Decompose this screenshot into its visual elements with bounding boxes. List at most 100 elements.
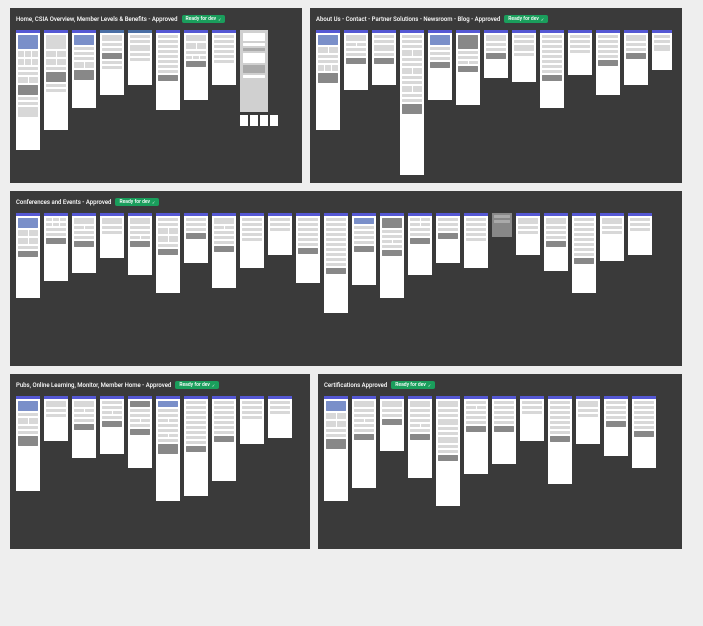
frame-label	[72, 110, 96, 116]
section-title: About Us - Contact - Partner Solutions -…	[316, 16, 500, 23]
page-frame[interactable]	[492, 213, 512, 237]
page-frame[interactable]	[544, 213, 568, 271]
page-frame[interactable]	[44, 30, 68, 130]
page-frame[interactable]	[604, 396, 628, 456]
page-frame[interactable]	[548, 396, 572, 484]
section-pubs[interactable]: Pubs, Online Learning, Monitor, Member H…	[10, 374, 310, 549]
page-frame[interactable]	[184, 30, 208, 100]
page-frame[interactable]	[352, 396, 376, 488]
design-canvas[interactable]: Home, CSIA Overview, Member Levels & Ben…	[0, 0, 703, 557]
page-frame[interactable]	[572, 213, 596, 293]
page-frame[interactable]	[568, 30, 592, 75]
page-frame[interactable]	[576, 396, 600, 444]
page-frame[interactable]	[624, 30, 648, 85]
section-header: Home, CSIA Overview, Member Levels & Ben…	[16, 14, 296, 24]
status-badge-ready[interactable]: Ready for dev	[182, 15, 226, 23]
section-conferences[interactable]: Conferences and Events - Approved Ready …	[10, 191, 682, 366]
page-frame[interactable]	[240, 213, 264, 268]
thumbnail[interactable]	[270, 115, 278, 126]
page-frame[interactable]	[100, 396, 124, 454]
page-frame[interactable]	[484, 30, 508, 78]
page-frame[interactable]	[520, 396, 544, 441]
status-badge-ready[interactable]: Ready for dev	[391, 381, 435, 389]
status-badge-ready[interactable]: Ready for dev	[175, 381, 219, 389]
page-frame[interactable]	[456, 30, 480, 105]
page-frame[interactable]	[652, 30, 672, 70]
status-badge-ready[interactable]: Ready for dev	[504, 15, 548, 23]
page-frame[interactable]	[296, 213, 320, 283]
page-frame[interactable]	[380, 213, 404, 298]
section-title: Pubs, Online Learning, Monitor, Member H…	[16, 382, 171, 389]
section-about[interactable]: About Us - Contact - Partner Solutions -…	[310, 8, 682, 183]
page-frame[interactable]	[100, 30, 124, 95]
page-frame[interactable]	[464, 213, 488, 268]
frames-row	[16, 213, 676, 313]
page-frame[interactable]	[428, 30, 452, 100]
page-frame[interactable]	[352, 213, 376, 285]
page-frame[interactable]	[316, 30, 340, 130]
page-frame[interactable]	[632, 396, 656, 468]
page-frame[interactable]	[324, 396, 348, 501]
page-frame[interactable]	[344, 30, 368, 90]
status-badge-ready[interactable]: Ready for dev	[115, 198, 159, 206]
page-frame[interactable]	[372, 30, 396, 85]
page-frame[interactable]	[268, 213, 292, 255]
thumbnail[interactable]	[260, 115, 268, 126]
page-frame[interactable]	[100, 213, 124, 258]
page-frame[interactable]	[184, 396, 208, 496]
page-frame[interactable]	[516, 213, 540, 255]
page-frame[interactable]	[72, 30, 96, 108]
thumbnail[interactable]	[240, 115, 248, 126]
page-frame[interactable]	[408, 396, 432, 478]
thumbnail[interactable]	[250, 115, 258, 126]
page-frame[interactable]	[184, 213, 208, 263]
page-frame[interactable]	[44, 396, 68, 441]
page-frame[interactable]	[156, 396, 180, 501]
page-frame[interactable]	[400, 30, 424, 175]
page-frame[interactable]	[596, 30, 620, 95]
section-title: Home, CSIA Overview, Member Levels & Ben…	[16, 16, 178, 23]
page-frame[interactable]	[540, 30, 564, 108]
frame-label	[316, 132, 340, 138]
page-frame[interactable]	[128, 213, 152, 275]
thumbnail-row	[240, 115, 278, 126]
page-frame[interactable]	[72, 396, 96, 458]
frame-label	[100, 97, 124, 103]
page-frame[interactable]	[268, 396, 292, 438]
page-frame[interactable]	[436, 213, 460, 263]
page-frame[interactable]	[212, 213, 236, 288]
frame-label	[16, 300, 40, 306]
page-frame[interactable]	[464, 396, 488, 474]
page-frame[interactable]	[212, 30, 236, 85]
page-frame[interactable]	[380, 396, 404, 451]
page-frame[interactable]	[44, 213, 68, 281]
section-home[interactable]: Home, CSIA Overview, Member Levels & Ben…	[10, 8, 302, 183]
page-frame[interactable]	[512, 30, 536, 82]
page-frame[interactable]	[408, 213, 432, 275]
page-frame[interactable]	[16, 396, 40, 491]
page-frame[interactable]	[156, 30, 180, 110]
page-frame[interactable]	[128, 396, 152, 468]
page-frame[interactable]	[212, 396, 236, 481]
frames-row	[16, 396, 304, 501]
page-frame[interactable]	[240, 30, 268, 112]
frame-label	[156, 112, 180, 118]
page-frame[interactable]	[128, 30, 152, 85]
page-frame[interactable]	[324, 213, 348, 313]
section-header: Certifications Approved Ready for dev	[324, 380, 676, 390]
page-frame[interactable]	[16, 30, 40, 150]
frames-row	[316, 30, 676, 175]
frames-row	[324, 396, 676, 509]
frame-label	[44, 132, 68, 138]
page-frame[interactable]	[16, 213, 40, 298]
frames-row	[16, 30, 296, 158]
page-frame[interactable]	[600, 213, 624, 261]
page-frame[interactable]	[240, 396, 264, 444]
page-frame[interactable]	[436, 396, 460, 506]
section-certifications[interactable]: Certifications Approved Ready for dev	[318, 374, 682, 549]
page-frame[interactable]	[628, 213, 652, 255]
page-frame[interactable]	[72, 213, 96, 273]
section-title: Conferences and Events - Approved	[16, 199, 111, 206]
page-frame[interactable]	[156, 213, 180, 293]
page-frame[interactable]	[492, 396, 516, 464]
